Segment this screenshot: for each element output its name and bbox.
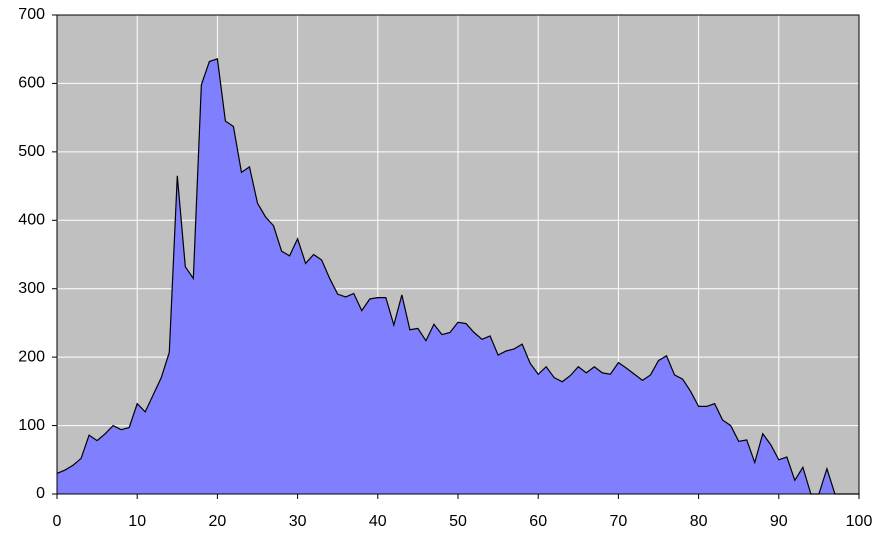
y-tick-label: 200 xyxy=(18,348,45,365)
y-tick-label: 100 xyxy=(18,417,45,434)
x-tick-label: 10 xyxy=(128,513,146,530)
x-tick-label: 100 xyxy=(846,513,873,530)
x-tick-label: 40 xyxy=(369,513,387,530)
y-tick-label: 600 xyxy=(18,75,45,92)
x-tick-label: 70 xyxy=(610,513,628,530)
area-line xyxy=(56,57,859,495)
x-tick-label: 30 xyxy=(289,513,307,530)
x-tick-label: 60 xyxy=(529,513,547,530)
y-tick-label: 300 xyxy=(18,280,45,297)
y-tick-label: 0 xyxy=(36,485,45,502)
x-tick-label: 80 xyxy=(690,513,708,530)
y-tick-label: 700 xyxy=(18,6,45,23)
area xyxy=(57,58,859,495)
y-tick-label: 400 xyxy=(18,212,45,229)
x-tick-label: 20 xyxy=(209,513,227,530)
y-tick-label: 500 xyxy=(18,143,45,160)
x-tick-label: 0 xyxy=(53,513,62,530)
x-tick-label: 50 xyxy=(449,513,467,530)
x-tick-label: 90 xyxy=(770,513,788,530)
